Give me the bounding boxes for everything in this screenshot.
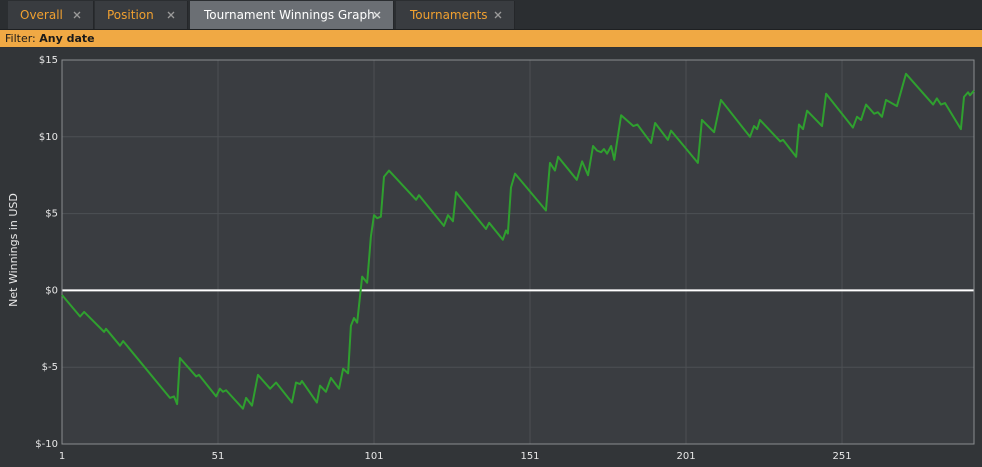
- filter-bar[interactable]: Filter: Any date: [0, 30, 982, 47]
- plot-border: [61, 59, 975, 445]
- tab-label: Tournament Winnings Graph: [204, 8, 375, 22]
- y-tick-label: $-10: [35, 439, 58, 450]
- y-tick-label: $15: [39, 55, 58, 66]
- close-icon[interactable]: [494, 11, 502, 19]
- y-axis-label: Net Winnings in USD: [7, 193, 20, 307]
- close-icon[interactable]: [167, 11, 175, 19]
- close-icon[interactable]: [73, 11, 81, 19]
- tab-label: Overall: [20, 8, 63, 22]
- tab-active[interactable]: Tournament Winnings Graph: [190, 1, 394, 29]
- filter-label: Filter:: [5, 32, 36, 45]
- x-tick-label: 101: [364, 451, 383, 462]
- data-line: [61, 72, 975, 410]
- tab-bar: Overall Position Tournament Winnings Gra…: [0, 0, 982, 30]
- y-tick-label: $-5: [42, 362, 58, 373]
- plot-area: [62, 60, 974, 444]
- tab[interactable]: Tournaments: [396, 1, 515, 29]
- chart: Net Winnings in USD 1 51 101 151 201 251$-10$…: [0, 48, 982, 467]
- y-tick-label: $10: [39, 132, 58, 143]
- tab-label: Position: [107, 8, 154, 22]
- tab[interactable]: Position: [95, 1, 188, 29]
- tab-label: Tournaments: [410, 8, 488, 22]
- tab[interactable]: Overall: [8, 1, 94, 29]
- x-tick-label: 51: [212, 451, 225, 462]
- x-tick-label: 151: [520, 451, 539, 462]
- y-tick-label: $0: [45, 285, 58, 296]
- x-tick-label: 201: [676, 451, 695, 462]
- x-tick-label: 1: [59, 451, 65, 462]
- y-tick-label: $5: [45, 209, 58, 220]
- close-icon[interactable]: [373, 11, 381, 19]
- filter-value: Any date: [39, 32, 95, 45]
- x-tick-label: 251: [832, 451, 851, 462]
